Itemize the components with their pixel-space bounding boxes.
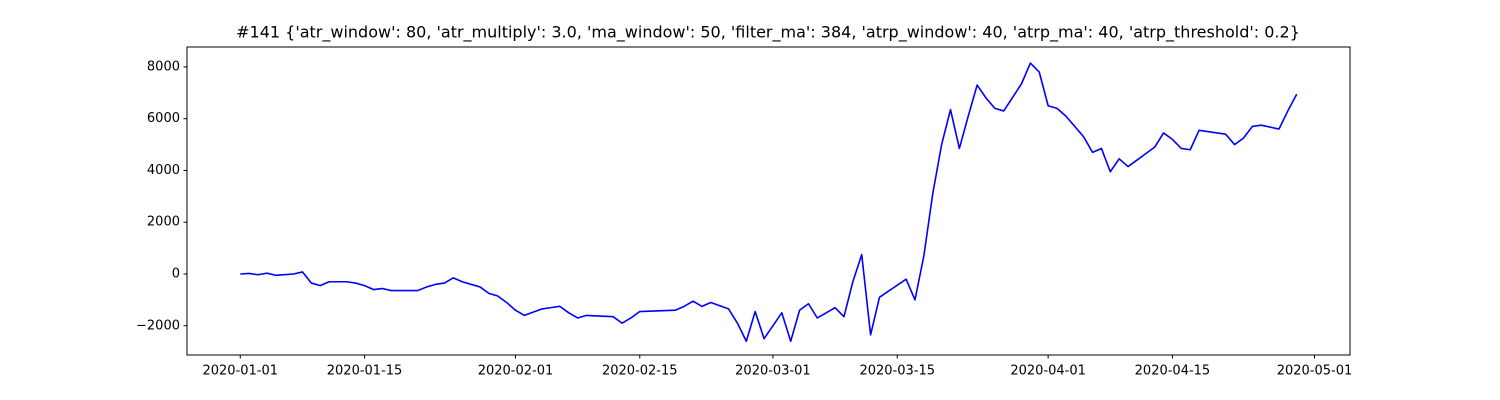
- chart-title: #141 {'atr_window': 80, 'atr_multiply': …: [236, 23, 1300, 43]
- axes-frame: [186, 46, 1351, 356]
- y-tick-label: 4000: [147, 163, 180, 178]
- x-tick-label: 2020-01-15: [327, 364, 403, 379]
- x-tick-label: 2020-01-01: [202, 364, 278, 379]
- y-tick-label: 8000: [147, 59, 180, 74]
- x-tick-label: 2020-05-01: [1277, 364, 1353, 379]
- x-tick-label: 2020-02-15: [602, 364, 678, 379]
- y-tick-label: 0: [172, 266, 180, 281]
- y-tick-label: 2000: [147, 215, 180, 230]
- y-tick-label: −2000: [136, 318, 180, 333]
- x-tick-label: 2020-04-01: [1010, 364, 1086, 379]
- y-tick-label: 6000: [147, 111, 180, 126]
- line-series: [240, 62, 1298, 343]
- x-tick-label: 2020-03-15: [859, 364, 935, 379]
- x-tick-label: 2020-02-01: [478, 364, 554, 379]
- x-tick-label: 2020-04-15: [1135, 364, 1211, 379]
- x-tick-label: 2020-03-01: [735, 364, 811, 379]
